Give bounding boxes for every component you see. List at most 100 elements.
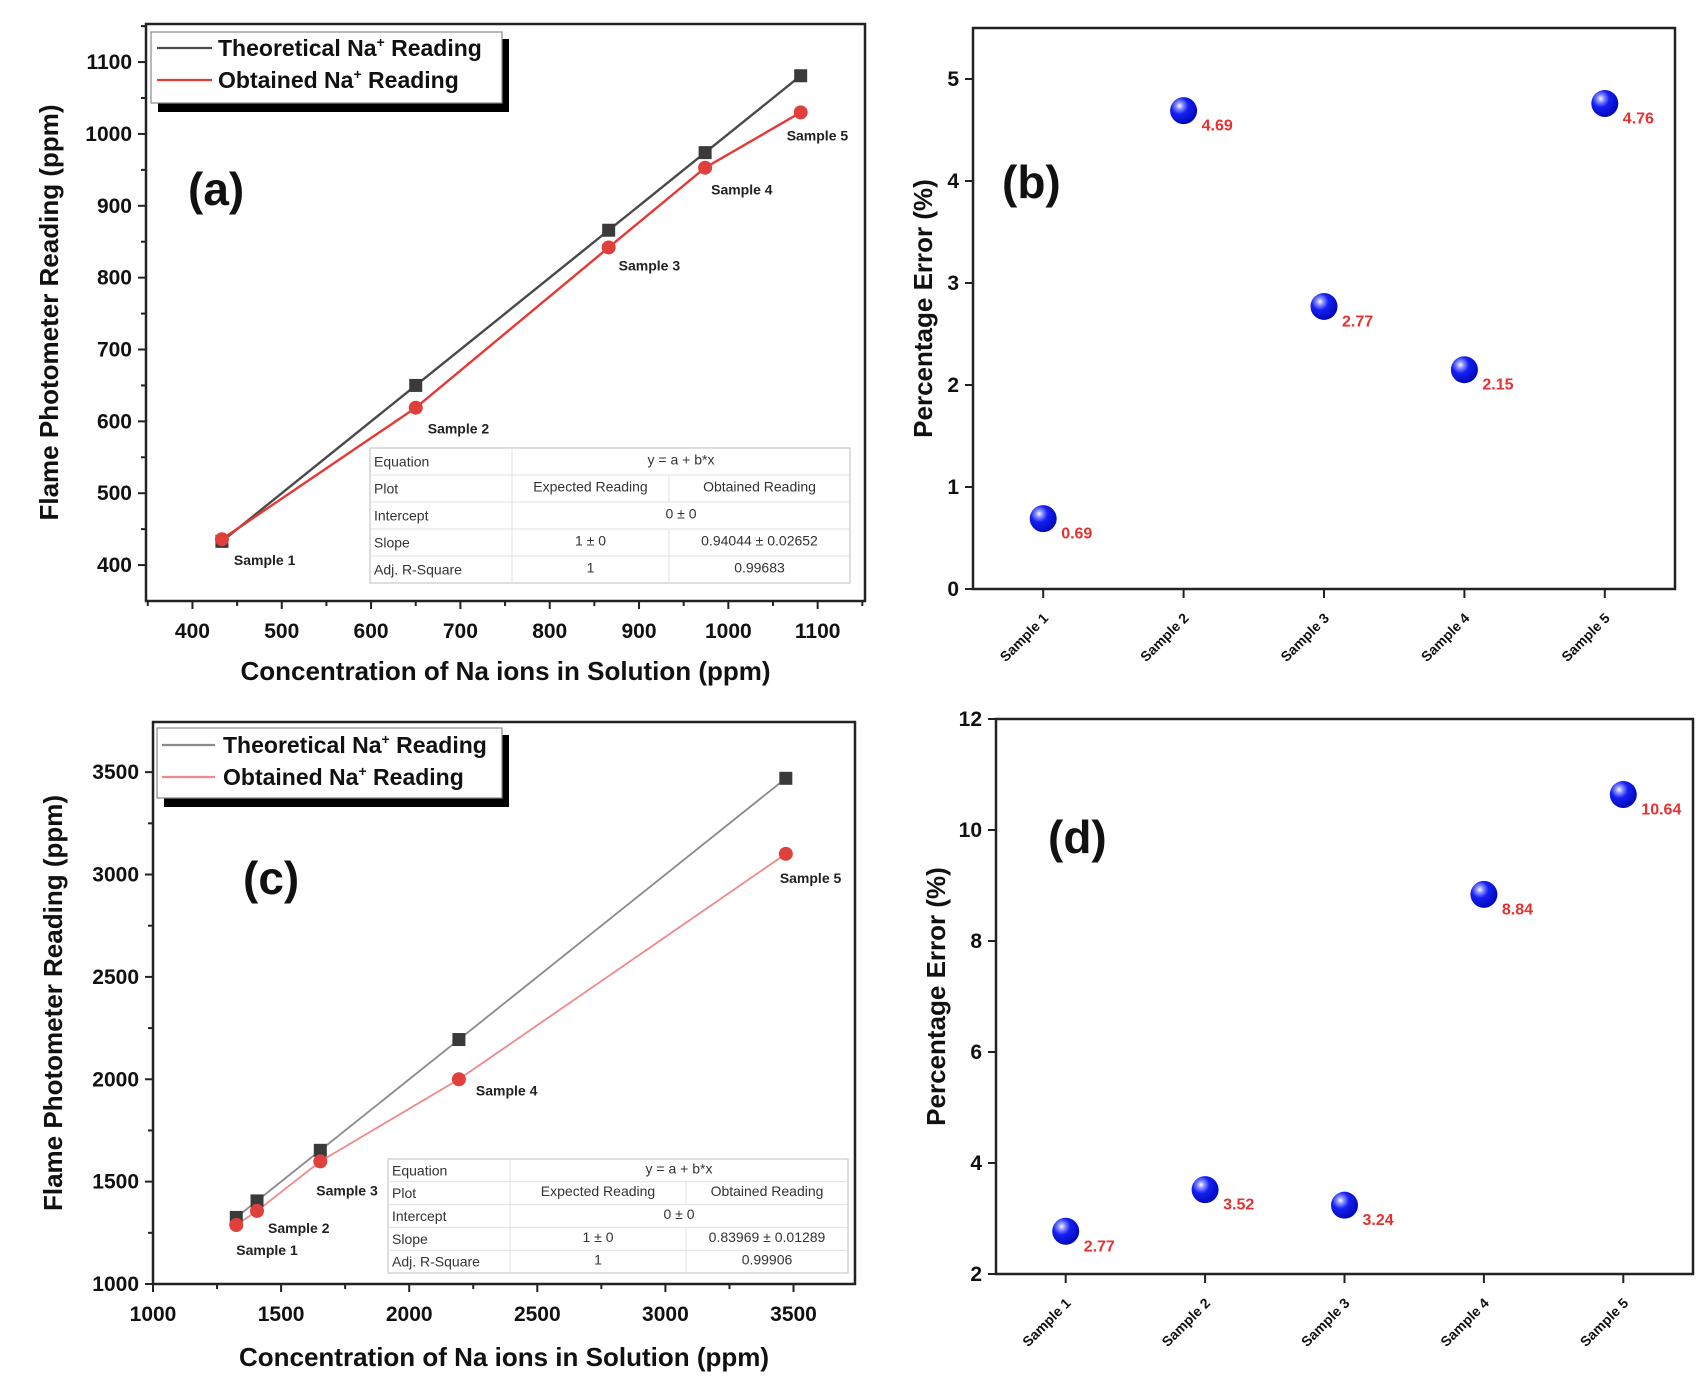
point-label: Sample 3 <box>316 1182 378 1198</box>
fit-results-table: Equation y = a + b*x Plot Expected Reading O… <box>369 447 851 584</box>
y-tick-label: 8 <box>970 930 982 953</box>
y-axis-title: Percentage Error (%) <box>908 179 938 438</box>
x-tick-label: 2500 <box>514 1303 561 1326</box>
table-row-label: Equation <box>374 454 429 470</box>
table-cell: 1 ± 0 <box>575 533 606 549</box>
y-tick-label: 2000 <box>92 1068 139 1091</box>
table-cell: 0.94044 ± 0.02652 <box>701 533 818 549</box>
table-cell: 0.99683 <box>734 560 785 576</box>
panel-label: (c) <box>243 852 299 904</box>
data-point-sphere <box>1450 356 1478 384</box>
x-category-label: Sample 5 <box>1577 1295 1632 1350</box>
y-axis-title: Flame Photometer Reading (ppm) <box>38 795 68 1211</box>
table-cell: 1 ± 0 <box>582 1229 613 1245</box>
y-tick-label: 400 <box>97 554 132 577</box>
x-tick-label: 800 <box>532 620 567 643</box>
x-category-label: Sample 4 <box>1418 610 1473 665</box>
table-cell: y = a + b*x <box>648 452 715 468</box>
x-tick-label: 3000 <box>642 1303 689 1326</box>
x-tick-label: 500 <box>264 620 299 643</box>
data-point-theoretical <box>313 1143 327 1157</box>
table-row-label: Intercept <box>392 1208 447 1224</box>
data-point-theoretical <box>409 378 423 392</box>
table-cell: 0 ± 0 <box>663 1206 694 1222</box>
table-cell: Expected Reading <box>533 479 647 495</box>
data-value-label: 3.24 <box>1363 1212 1394 1229</box>
data-point-sphere <box>1470 880 1498 908</box>
x-tick-label: 3500 <box>770 1303 817 1326</box>
y-axis-title: Percentage Error (%) <box>921 867 951 1126</box>
y-tick-label: 800 <box>97 267 132 290</box>
chart-panel-c: 1000 1500 2000 2500 3000 3500 1000 1500 2000 2500… <box>38 720 857 1372</box>
legend-box <box>156 727 503 799</box>
y-tick-label: 2500 <box>92 966 139 989</box>
x-axis-title: Concentration of Na ions in Solution (pp… <box>239 1342 769 1372</box>
data-point-theoretical <box>452 1033 466 1047</box>
table-cell: Expected Reading <box>541 1183 655 1199</box>
data-point-sphere <box>1609 780 1637 808</box>
data-point-obtained <box>451 1072 466 1087</box>
x-tick-label: 1000 <box>130 1303 177 1326</box>
y-tick-label: 2 <box>947 374 959 397</box>
data-value-label: 8.84 <box>1502 901 1533 918</box>
y-tick-label: 1000 <box>92 1273 139 1296</box>
chart-panel-a: 400 500 600 700 800 900 1000 1100 400 500 600 700 80… <box>34 22 867 686</box>
x-tick-label: 400 <box>175 620 210 643</box>
y-tick-label: 600 <box>97 410 132 433</box>
y-tick-label: 12 <box>959 708 982 731</box>
y-tick-label: 5 <box>947 68 959 91</box>
data-point-obtained <box>698 160 713 175</box>
x-tick-label: 1000 <box>705 620 752 643</box>
legend-label-theoretical: Theoretical Na+ Reading <box>223 731 487 758</box>
table-border <box>387 1158 849 1274</box>
data-point-theoretical <box>698 146 712 160</box>
point-label: Sample 4 <box>476 1082 538 1098</box>
table-border <box>369 447 851 584</box>
data-point-obtained <box>214 532 229 547</box>
y-tick-label: 2 <box>970 1263 982 1286</box>
data-value-label: 2.77 <box>1342 313 1373 330</box>
x-tick-label: 900 <box>622 620 657 643</box>
data-value-label: 2.15 <box>1482 377 1513 394</box>
x-category-label: Sample 1 <box>1019 1295 1074 1350</box>
legend-label-theoretical: Theoretical Na+ Reading <box>218 34 482 61</box>
table-row-label: Intercept <box>374 508 429 524</box>
data-point-obtained <box>313 1154 328 1169</box>
y-tick-label: 3000 <box>92 864 139 887</box>
x-tick-label: 700 <box>443 620 478 643</box>
x-category-label: Sample 3 <box>1298 1295 1353 1350</box>
table-row-label: Adj. R-Square <box>374 562 462 578</box>
point-label: Sample 2 <box>268 1220 330 1236</box>
x-axis-title: Concentration of Na ions in Solution (pp… <box>240 656 770 686</box>
panel-label: (a) <box>188 163 244 215</box>
table-row-label: Plot <box>374 481 398 497</box>
x-tick-label: 2000 <box>386 1303 433 1326</box>
data-point-theoretical <box>602 223 616 237</box>
data-point-obtained <box>793 105 808 120</box>
data-point-theoretical <box>250 1194 264 1208</box>
data-point-sphere <box>1029 505 1057 533</box>
table-cell: 0 ± 0 <box>665 506 696 522</box>
y-tick-label: 1000 <box>85 123 132 146</box>
y-axis-title: Flame Photometer Reading (ppm) <box>34 104 64 520</box>
legend-box <box>150 31 503 104</box>
y-tick-label: 4 <box>947 170 959 193</box>
table-row-label: Slope <box>392 1231 428 1247</box>
legend-label-obtained: Obtained Na+ Reading <box>223 763 464 790</box>
point-label: Sample 2 <box>428 421 490 437</box>
point-label: Sample 1 <box>234 552 296 568</box>
data-value-label: 4.69 <box>1202 118 1233 135</box>
data-point-theoretical <box>779 771 793 785</box>
data-point-obtained <box>601 240 616 255</box>
x-category-label: Sample 2 <box>1158 1295 1213 1350</box>
y-tick-label: 10 <box>959 819 982 842</box>
chart-panel-b: 0 1 2 3 4 5 Sample 1 Sample 2 Sample 3 Sample 4 Sa… <box>908 26 1677 665</box>
table-cell: Obtained Reading <box>703 479 816 495</box>
x-category-label: Sample 5 <box>1558 610 1613 665</box>
table-cell: 1 <box>594 1252 602 1268</box>
legend-label-obtained: Obtained Na+ Reading <box>218 66 459 93</box>
y-tick-label: 1 <box>947 476 959 499</box>
y-tick-label: 4 <box>970 1152 982 1175</box>
table-row-label: Equation <box>392 1162 447 1178</box>
